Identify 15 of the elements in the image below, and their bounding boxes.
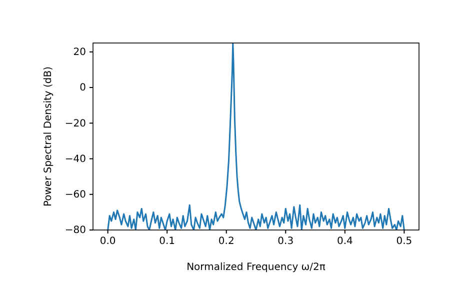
x-tick-label: 0.5 <box>396 236 412 248</box>
x-tick-label: 0.2 <box>218 236 234 248</box>
y-tick-label: −60 <box>64 190 86 201</box>
x-tick-label: 0.3 <box>278 236 294 248</box>
y-tick-label: 0 <box>80 82 86 94</box>
x-axis-title: Normalized Frequency ω/2π <box>186 262 326 273</box>
y-tick-label: −20 <box>64 118 86 130</box>
x-tick-label: 0.1 <box>159 236 176 248</box>
x-tick-label: 0.4 <box>336 236 353 248</box>
line-series <box>107 43 405 230</box>
y-tick-label: −80 <box>64 225 86 236</box>
x-tick-label: 0.0 <box>100 236 116 248</box>
y-axis-title: Power Spectral Density (dB) <box>43 66 54 207</box>
y-tick-label: −40 <box>64 154 86 165</box>
y-tick-label: 20 <box>73 47 86 58</box>
